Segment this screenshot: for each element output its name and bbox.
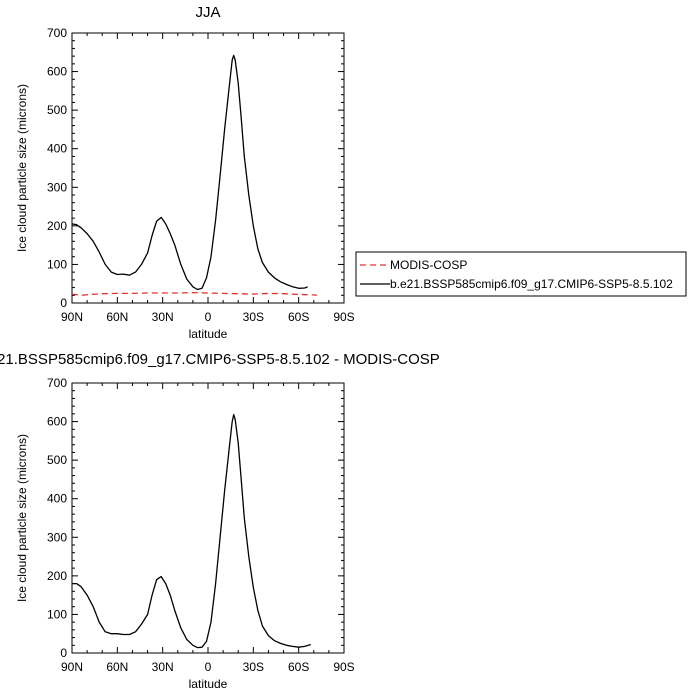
y-tick-label: 400 — [47, 492, 67, 506]
y-tick-label: 500 — [47, 453, 67, 467]
x-tick-label: 90S — [333, 310, 354, 324]
x-tick-label: 60S — [288, 310, 309, 324]
series-line — [72, 413, 311, 649]
y-tick-label: 700 — [47, 26, 67, 40]
chart-title: JJA — [195, 4, 220, 21]
plot-frame — [71, 32, 345, 304]
series-line — [71, 291, 317, 296]
x-tick-label: 30N — [152, 660, 174, 674]
x-tick-label: 0 — [205, 310, 212, 324]
y-tick-label: 700 — [47, 376, 67, 390]
y-tick-label: 0 — [60, 296, 67, 310]
x-tick-label: 60N — [106, 660, 128, 674]
y-tick-label: 200 — [47, 569, 67, 583]
y-tick-label: 500 — [47, 103, 67, 117]
y-axis-label: Ice cloud particle size (microns) — [15, 84, 29, 252]
x-tick-label: 0 — [205, 660, 212, 674]
x-tick-label: 60S — [288, 660, 309, 674]
plot-frame — [71, 382, 345, 654]
legend-box — [355, 251, 687, 297]
x-tick-label: 90N — [61, 660, 83, 674]
y-tick-label: 400 — [47, 142, 67, 156]
chart-title: b.e21.BSSP585cmip6.f09_g17.CMIP6-SSP5-8.… — [0, 351, 440, 368]
y-tick-label: 100 — [47, 257, 67, 271]
x-tick-label: 30N — [152, 310, 174, 324]
x-tick-label: 30S — [243, 310, 264, 324]
y-tick-label: 300 — [47, 530, 67, 544]
x-tick-label: 90S — [333, 660, 354, 674]
x-tick-label: 30S — [243, 660, 264, 674]
series-line — [71, 54, 308, 291]
x-tick-label: 90N — [61, 310, 83, 324]
y-tick-label: 600 — [47, 415, 67, 429]
y-tick-label: 600 — [47, 65, 67, 79]
y-tick-label: 300 — [47, 180, 67, 194]
x-axis-label: latitude — [189, 677, 228, 691]
y-tick-label: 100 — [47, 607, 67, 621]
y-axis-label: Ice cloud particle size (microns) — [15, 434, 29, 602]
x-tick-label: 60N — [106, 310, 128, 324]
y-tick-label: 0 — [60, 646, 67, 660]
legend-label: MODIS-COSP — [390, 258, 467, 272]
legend-label: b.e21.BSSP585cmip6.f09_g17.CMIP6-SSP5-8.… — [390, 277, 673, 291]
x-axis-label: latitude — [189, 327, 228, 341]
y-tick-label: 200 — [47, 219, 67, 233]
